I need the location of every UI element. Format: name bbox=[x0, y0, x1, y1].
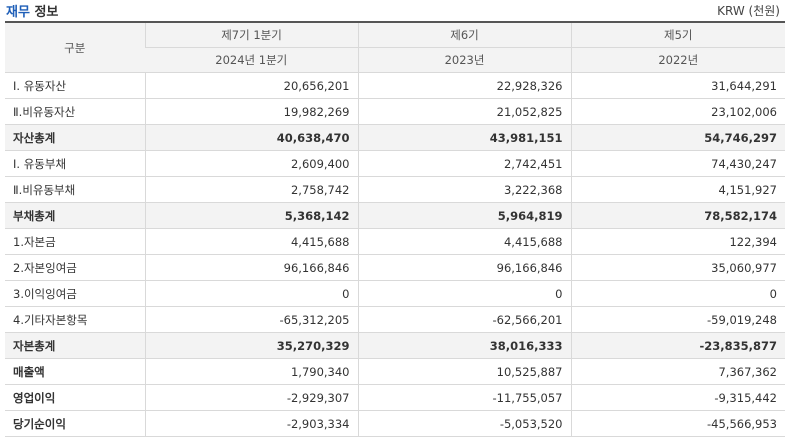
value-cell: 40,638,470 bbox=[144, 124, 358, 151]
row-label: 4.기타자본항목 bbox=[5, 306, 145, 333]
value-cell: 0 bbox=[570, 280, 785, 307]
table-row: 당기순이익 -2,903,334 -5,053,520 -45,566,953 bbox=[5, 410, 785, 437]
title-accent: 재무 bbox=[6, 5, 30, 20]
panel-header: 재무 정보 KRW (천원) bbox=[0, 0, 786, 21]
row-label: 자본총계 bbox=[5, 332, 145, 359]
value-cell: 38,016,333 bbox=[357, 332, 571, 359]
row-label: 2.자본잉여금 bbox=[5, 254, 145, 281]
table-row: 자본총계 35,270,329 38,016,333 -23,835,877 bbox=[5, 332, 785, 359]
value-cell: -2,929,307 bbox=[144, 384, 358, 411]
value-cell: -5,053,520 bbox=[357, 410, 571, 437]
value-cell: 5,964,819 bbox=[357, 202, 571, 229]
value-cell: 5,368,142 bbox=[144, 202, 358, 229]
table-row: Ⅰ. 유동부채 2,609,400 2,742,451 74,430,247 bbox=[5, 150, 785, 177]
value-cell: 74,430,247 bbox=[570, 150, 785, 177]
value-cell: -65,312,205 bbox=[144, 306, 358, 333]
value-cell: 96,166,846 bbox=[144, 254, 358, 281]
value-cell: -9,315,442 bbox=[570, 384, 785, 411]
value-cell: 19,982,269 bbox=[144, 98, 358, 125]
value-cell: 54,746,297 bbox=[570, 124, 785, 151]
period-header: 제5기 bbox=[570, 22, 785, 48]
value-cell: 23,102,006 bbox=[570, 98, 785, 125]
value-cell: -2,903,334 bbox=[144, 410, 358, 437]
value-cell: 4,415,688 bbox=[144, 228, 358, 255]
value-cell: 35,060,977 bbox=[570, 254, 785, 281]
value-cell: 22,928,326 bbox=[357, 72, 571, 99]
date-header: 2022년 bbox=[570, 47, 785, 73]
value-cell: 31,644,291 bbox=[570, 72, 785, 99]
table-body: Ⅰ. 유동자산 20,656,201 22,928,326 31,644,291 Ⅱ.비… bbox=[5, 72, 785, 437]
table-row: 부채총계 5,368,142 5,964,819 78,582,174 bbox=[5, 202, 785, 229]
value-cell: 43,981,151 bbox=[357, 124, 571, 151]
date-header: 2024년 1분기 bbox=[145, 47, 358, 73]
panel-title: 재무 정보 bbox=[6, 1, 58, 20]
title-rest: 정보 bbox=[29, 5, 59, 20]
table-row: 1.자본금 4,415,688 4,415,688 122,394 bbox=[5, 228, 785, 255]
value-cell: 21,052,825 bbox=[357, 98, 571, 125]
category-header: 구분 bbox=[5, 22, 145, 73]
row-label: 자산총계 bbox=[5, 124, 145, 151]
row-label: Ⅰ. 유동자산 bbox=[5, 72, 145, 99]
value-cell: 2,742,451 bbox=[357, 150, 571, 177]
period-header: 제6기 bbox=[357, 22, 571, 48]
table-row: 자산총계 40,638,470 43,981,151 54,746,297 bbox=[5, 124, 785, 151]
value-cell: 78,582,174 bbox=[570, 202, 785, 229]
date-header: 2023년 bbox=[357, 47, 571, 73]
row-label: 매출액 bbox=[5, 358, 145, 385]
table-row: Ⅱ.비유동부채 2,758,742 3,222,368 4,151,927 bbox=[5, 176, 785, 203]
period-header: 제7기 1분기 bbox=[144, 22, 358, 48]
value-cell: -45,566,953 bbox=[570, 410, 785, 437]
value-cell: 122,394 bbox=[570, 228, 785, 255]
value-cell: 2,609,400 bbox=[144, 150, 358, 177]
table-row: Ⅱ.비유동자산 19,982,269 21,052,825 23,102,006 bbox=[5, 98, 785, 125]
financial-table: 구분 제7기 1분기 제6기 제5기 2024년 1분기 2023년 2022년… bbox=[5, 21, 785, 437]
row-label: Ⅰ. 유동부채 bbox=[5, 150, 145, 177]
value-cell: -59,019,248 bbox=[570, 306, 785, 333]
table-row: 매출액 1,790,340 10,525,887 7,367,362 bbox=[5, 358, 785, 385]
value-cell: 96,166,846 bbox=[357, 254, 571, 281]
row-label: Ⅱ.비유동자산 bbox=[5, 98, 145, 125]
value-cell: -62,566,201 bbox=[357, 306, 571, 333]
value-cell: 4,415,688 bbox=[357, 228, 571, 255]
value-cell: 0 bbox=[357, 280, 571, 307]
value-cell: 0 bbox=[144, 280, 358, 307]
row-label: 부채총계 bbox=[5, 202, 145, 229]
currency-unit: KRW (천원) bbox=[717, 4, 780, 18]
table-row: Ⅰ. 유동자산 20,656,201 22,928,326 31,644,291 bbox=[5, 72, 785, 99]
row-label: 3.이익잉여금 bbox=[5, 280, 145, 307]
table-row: 3.이익잉여금 0 0 0 bbox=[5, 280, 785, 307]
table-row: 영업이익 -2,929,307 -11,755,057 -9,315,442 bbox=[5, 384, 785, 411]
table-row: 2.자본잉여금 96,166,846 96,166,846 35,060,977 bbox=[5, 254, 785, 281]
row-label: 영업이익 bbox=[5, 384, 145, 411]
date-header-row: 2024년 1분기 2023년 2022년 bbox=[5, 47, 785, 73]
table-row: 4.기타자본항목 -65,312,205 -62,566,201 -59,019,24… bbox=[5, 306, 785, 333]
value-cell: -11,755,057 bbox=[357, 384, 571, 411]
row-label: 1.자본금 bbox=[5, 228, 145, 255]
value-cell: 3,222,368 bbox=[357, 176, 571, 203]
row-label: 당기순이익 bbox=[5, 410, 145, 437]
row-label: Ⅱ.비유동부채 bbox=[5, 176, 145, 203]
value-cell: 20,656,201 bbox=[144, 72, 358, 99]
value-cell: 1,790,340 bbox=[144, 358, 358, 385]
value-cell: 35,270,329 bbox=[144, 332, 358, 359]
value-cell: 2,758,742 bbox=[144, 176, 358, 203]
period-header-row: 구분 제7기 1분기 제6기 제5기 bbox=[5, 22, 785, 73]
value-cell: -23,835,877 bbox=[570, 332, 785, 359]
value-cell: 4,151,927 bbox=[570, 176, 785, 203]
value-cell: 7,367,362 bbox=[570, 358, 785, 385]
value-cell: 10,525,887 bbox=[357, 358, 571, 385]
